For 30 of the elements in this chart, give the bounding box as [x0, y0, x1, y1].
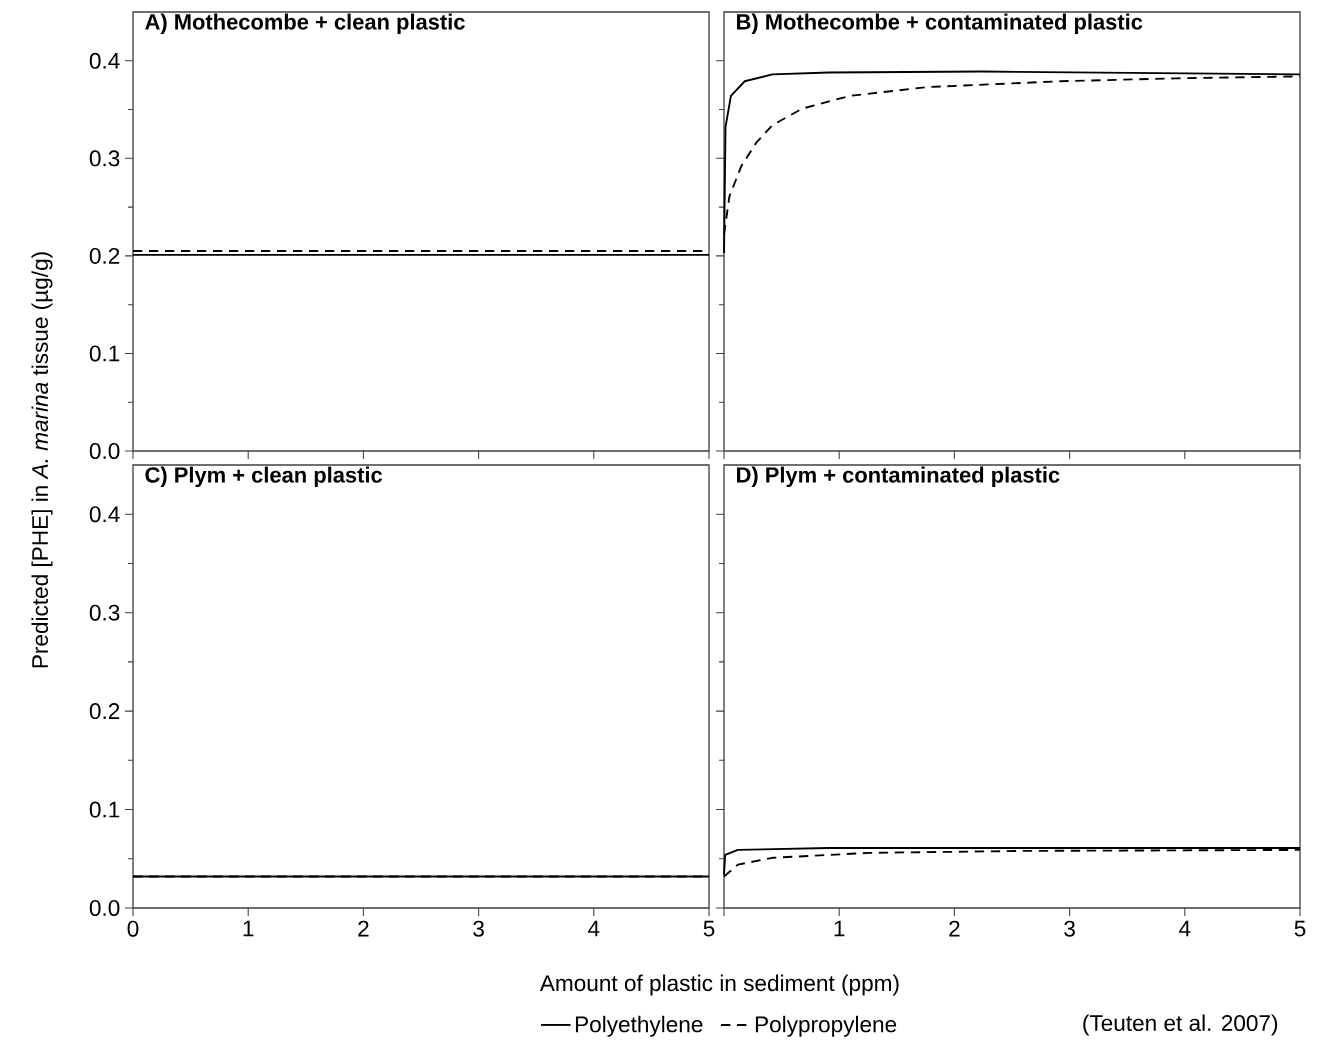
y-tick-label: 0.1	[89, 801, 120, 818]
x-tick-label: 5	[1294, 920, 1306, 937]
x-axis-title: Amount of plastic in sediment (ppm)	[539, 974, 899, 996]
y-tick-label: 0.2	[89, 247, 120, 264]
y-tick-label: 0.0	[89, 900, 120, 917]
y-tick-label: 0.4	[89, 506, 120, 523]
x-tick-label: 3	[1064, 920, 1075, 937]
x-tick-label: 3	[473, 920, 484, 937]
y-tick-label: 0.1	[89, 345, 120, 362]
legend-label: Polyethylene	[575, 1015, 703, 1037]
y-tick-label: 0.3	[89, 150, 120, 167]
chart-title: D) Plym + contaminated plastic	[737, 466, 1060, 488]
x-tick-label: 4	[588, 920, 600, 937]
y-axis-title: Predicted [PHE] in A. marina tissue (µg/g)	[31, 252, 53, 668]
y-tick-label: 0.4	[89, 52, 120, 69]
chart-title: C) Plym + clean plastic	[145, 466, 383, 488]
x-tick-label: 0	[127, 920, 139, 937]
chart-title: B) Mothecombe + contaminated plastic	[737, 13, 1143, 34]
y-tick-label: 0.3	[89, 604, 120, 621]
legend-label: Polypropylene	[755, 1015, 897, 1037]
y-tick-label: 0.2	[89, 703, 120, 720]
x-tick-label: 1	[834, 920, 845, 937]
x-tick-label: 5	[703, 920, 715, 937]
y-tick-label: 0.0	[89, 443, 120, 460]
x-tick-label: 4	[1179, 920, 1191, 937]
x-tick-label: 2	[949, 920, 960, 937]
x-tick-label: 1	[243, 920, 254, 937]
chart-title: A) Mothecombe + clean plastic	[145, 13, 465, 34]
x-tick-label: 2	[358, 920, 369, 937]
text: (Teuten et al. 2007)	[1083, 1014, 1278, 1036]
